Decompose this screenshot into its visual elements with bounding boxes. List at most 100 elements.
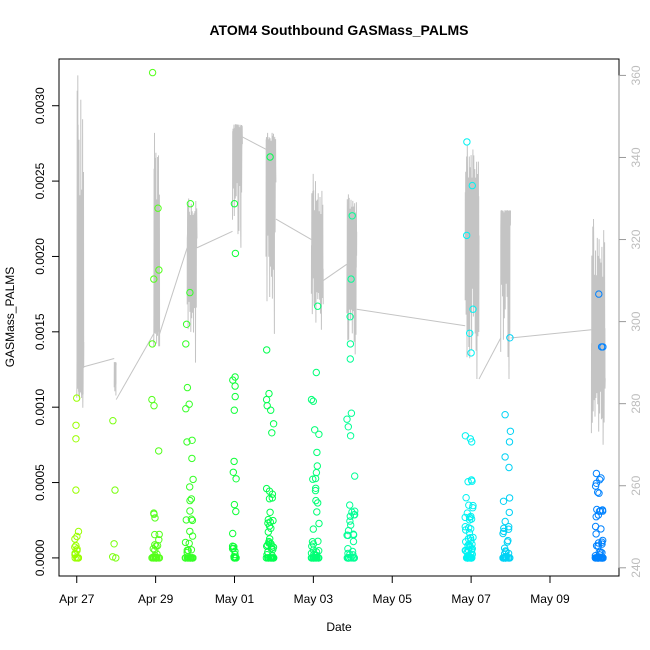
data-point bbox=[266, 554, 275, 562]
data-point bbox=[182, 340, 190, 348]
data-point bbox=[467, 512, 475, 521]
data-point bbox=[466, 329, 474, 337]
data-point bbox=[308, 542, 316, 550]
y2-tick-label: 300 bbox=[629, 311, 643, 331]
data-point bbox=[594, 554, 602, 562]
y-tick-label: 0.0000 bbox=[33, 539, 47, 576]
data-point bbox=[463, 138, 471, 146]
trace-segment bbox=[346, 194, 358, 355]
data-point bbox=[181, 538, 190, 547]
trace-connector bbox=[83, 358, 115, 368]
data-point bbox=[506, 334, 514, 342]
data-point bbox=[598, 540, 606, 548]
data-point bbox=[268, 429, 276, 437]
data-point bbox=[599, 554, 607, 562]
trace-connector bbox=[275, 218, 312, 240]
data-point bbox=[504, 525, 513, 533]
trace-connector bbox=[196, 230, 233, 249]
data-point bbox=[182, 405, 190, 413]
data-point bbox=[229, 468, 238, 476]
data-point bbox=[309, 475, 317, 483]
data-point bbox=[268, 490, 277, 498]
data-point bbox=[346, 432, 355, 440]
trace-connector bbox=[322, 263, 348, 281]
data-point bbox=[465, 501, 473, 509]
data-point bbox=[505, 463, 513, 472]
y-axis-right: 240 260 280 300 320 340 360 bbox=[618, 65, 643, 578]
data-point bbox=[73, 532, 81, 541]
data-point bbox=[269, 420, 278, 428]
y-axis-left: 0.0000 0.0005 0.0010 0.0015 0.0020 0.0025 0.00… bbox=[33, 87, 60, 576]
data-point bbox=[596, 476, 604, 484]
y2-tick-label: 360 bbox=[629, 65, 643, 85]
data-point bbox=[189, 475, 197, 484]
trace-segment bbox=[265, 132, 277, 334]
data-point bbox=[313, 448, 321, 457]
data-point bbox=[467, 548, 476, 556]
trace-connector bbox=[478, 337, 502, 380]
data-point bbox=[267, 406, 275, 414]
data-point bbox=[343, 415, 351, 423]
data-point bbox=[72, 486, 80, 494]
data-point bbox=[188, 454, 196, 463]
y2-tick-label: 320 bbox=[629, 229, 643, 249]
data-point bbox=[110, 540, 118, 548]
x-tick-label: May 03 bbox=[294, 592, 334, 606]
data-point bbox=[185, 400, 193, 408]
data-point bbox=[597, 525, 605, 533]
data-point bbox=[349, 537, 358, 546]
data-point bbox=[313, 462, 321, 470]
data-point bbox=[71, 543, 79, 551]
data-point bbox=[267, 524, 275, 532]
data-point bbox=[465, 513, 474, 521]
y2-tick-label: 280 bbox=[629, 393, 643, 413]
x-axis-label: Date bbox=[326, 620, 352, 634]
data-point bbox=[465, 516, 474, 524]
data-point bbox=[462, 554, 471, 562]
data-point bbox=[72, 541, 80, 550]
data-point bbox=[597, 343, 606, 351]
data-point bbox=[187, 546, 196, 554]
data-point bbox=[148, 340, 157, 348]
data-point bbox=[499, 497, 508, 505]
data-point bbox=[186, 527, 194, 536]
data-point bbox=[72, 435, 80, 443]
chart-title: ATOM4 Southbound GASMass_PALMS bbox=[209, 22, 468, 38]
data-point bbox=[468, 438, 476, 446]
y-tick-label: 0.0030 bbox=[33, 87, 47, 124]
data-point bbox=[109, 417, 117, 425]
data-point bbox=[351, 472, 359, 480]
y2-tick-label: 260 bbox=[629, 475, 643, 495]
data-point bbox=[186, 483, 194, 491]
y-tick-label: 0.0025 bbox=[33, 162, 47, 199]
data-point bbox=[231, 392, 239, 401]
data-point bbox=[112, 554, 120, 562]
y2-tick-label: 240 bbox=[629, 557, 643, 577]
data-point bbox=[155, 266, 163, 274]
data-point bbox=[599, 507, 607, 515]
data-point bbox=[499, 529, 507, 538]
data-point bbox=[266, 153, 274, 161]
trace-connector bbox=[159, 247, 188, 335]
data-point bbox=[346, 517, 354, 525]
trace-connector bbox=[242, 136, 267, 150]
data-point bbox=[182, 320, 191, 328]
data-point bbox=[268, 542, 276, 550]
data-point bbox=[346, 313, 354, 321]
data-point bbox=[314, 499, 322, 507]
data-point bbox=[595, 489, 603, 497]
data-point bbox=[230, 543, 238, 551]
data-point bbox=[186, 496, 194, 505]
data-point bbox=[265, 389, 273, 398]
trace-connector bbox=[115, 333, 155, 400]
data-point bbox=[501, 547, 510, 555]
data-point bbox=[231, 249, 240, 258]
data-point bbox=[594, 488, 602, 496]
data-point bbox=[269, 554, 277, 562]
data-point bbox=[347, 521, 355, 529]
data-point bbox=[266, 508, 274, 516]
data-point bbox=[230, 457, 238, 466]
data-point bbox=[500, 524, 508, 532]
data-point bbox=[263, 402, 271, 410]
